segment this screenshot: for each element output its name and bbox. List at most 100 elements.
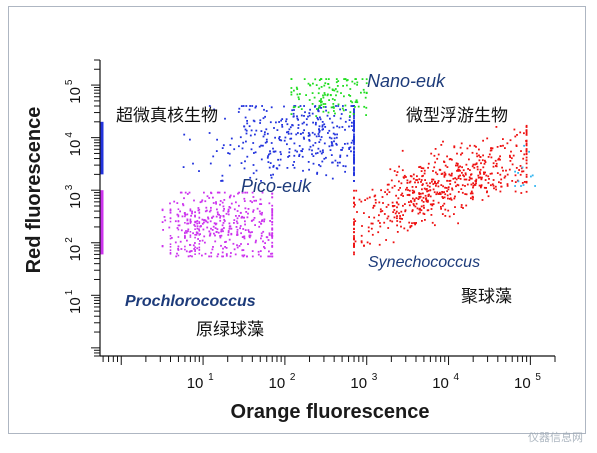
data-point: [252, 164, 255, 166]
data-point: [269, 121, 272, 124]
data-point: [329, 117, 331, 120]
data-point: [519, 173, 522, 176]
data-point: [176, 202, 179, 204]
data-point: [177, 214, 180, 217]
data-point: [262, 117, 265, 120]
data-point: [425, 199, 428, 202]
data-point: [259, 255, 262, 258]
data-point: [177, 245, 180, 248]
data-point: [353, 112, 355, 114]
data-point: [304, 111, 306, 114]
data-point: [221, 228, 224, 231]
data-point: [194, 220, 196, 223]
data-point: [363, 212, 365, 214]
data-point: [278, 121, 280, 123]
data-point: [177, 228, 180, 231]
data-point: [521, 166, 524, 169]
data-point: [385, 239, 387, 241]
data-point: [290, 132, 293, 135]
data-point: [281, 125, 284, 128]
data-point: [212, 225, 215, 228]
data-point: [181, 215, 184, 218]
y-tick-exponent: 2: [64, 237, 75, 243]
data-point: [434, 148, 437, 150]
data-point: [366, 241, 369, 244]
data-point: [267, 161, 270, 163]
data-point: [486, 137, 489, 140]
data-point: [433, 191, 436, 194]
data-point: [222, 215, 225, 217]
data-point: [352, 105, 354, 107]
data-point: [520, 150, 522, 152]
data-point: [240, 105, 243, 107]
data-point: [315, 115, 318, 117]
data-point: [313, 96, 316, 99]
data-point: [240, 232, 242, 235]
data-point: [204, 210, 207, 213]
data-point: [255, 129, 258, 132]
data-point: [205, 206, 208, 209]
data-point: [236, 231, 239, 233]
data-point: [484, 161, 487, 163]
data-point: [345, 109, 347, 111]
data-point: [487, 175, 490, 178]
data-point: [301, 148, 304, 150]
data-point: [314, 123, 317, 126]
data-point: [203, 221, 205, 224]
data-point: [393, 185, 396, 187]
data-point: [270, 142, 273, 144]
data-point: [457, 168, 459, 171]
data-point: [243, 125, 246, 128]
data-point: [295, 133, 298, 136]
data-point: [293, 105, 296, 107]
data-point: [302, 169, 304, 172]
data-point: [267, 239, 270, 241]
data-point: [235, 226, 238, 228]
data-point: [191, 255, 193, 258]
data-point: [353, 231, 355, 233]
data-point: [419, 211, 421, 214]
data-point: [321, 121, 324, 123]
data-point: [411, 189, 414, 192]
data-point: [341, 107, 344, 110]
data-point: [245, 132, 248, 135]
data-point: [344, 143, 346, 145]
data-point: [211, 229, 214, 231]
data-point: [525, 166, 528, 169]
data-point: [467, 168, 469, 170]
data-point: [194, 246, 196, 248]
data-point: [442, 204, 444, 207]
data-point: [481, 159, 484, 162]
data-point: [504, 175, 507, 178]
y-tick-base: 10: [67, 87, 84, 104]
data-point: [244, 116, 247, 119]
data-point: [311, 131, 314, 134]
data-point: [194, 215, 196, 218]
data-point: [349, 146, 352, 149]
data-point: [263, 108, 265, 111]
data-point: [275, 121, 277, 124]
data-point: [475, 178, 478, 181]
data-point: [194, 234, 196, 236]
data-point: [385, 206, 388, 208]
data-point: [177, 208, 180, 210]
data-point: [277, 158, 279, 161]
data-point: [530, 175, 532, 178]
data-point: [305, 94, 307, 96]
data-point: [433, 154, 436, 157]
data-point: [422, 201, 425, 203]
data-point: [233, 222, 235, 224]
data-point: [297, 124, 300, 126]
data-point: [190, 214, 192, 217]
data-point: [379, 210, 382, 213]
data-point: [223, 220, 226, 222]
data-point: [406, 179, 409, 182]
data-point: [303, 121, 305, 124]
data-point: [335, 81, 338, 84]
data-point: [515, 167, 518, 169]
data-point: [230, 202, 233, 205]
data-point: [495, 126, 498, 128]
data-point: [495, 165, 498, 168]
data-point: [443, 202, 446, 205]
data-point: [525, 144, 528, 147]
